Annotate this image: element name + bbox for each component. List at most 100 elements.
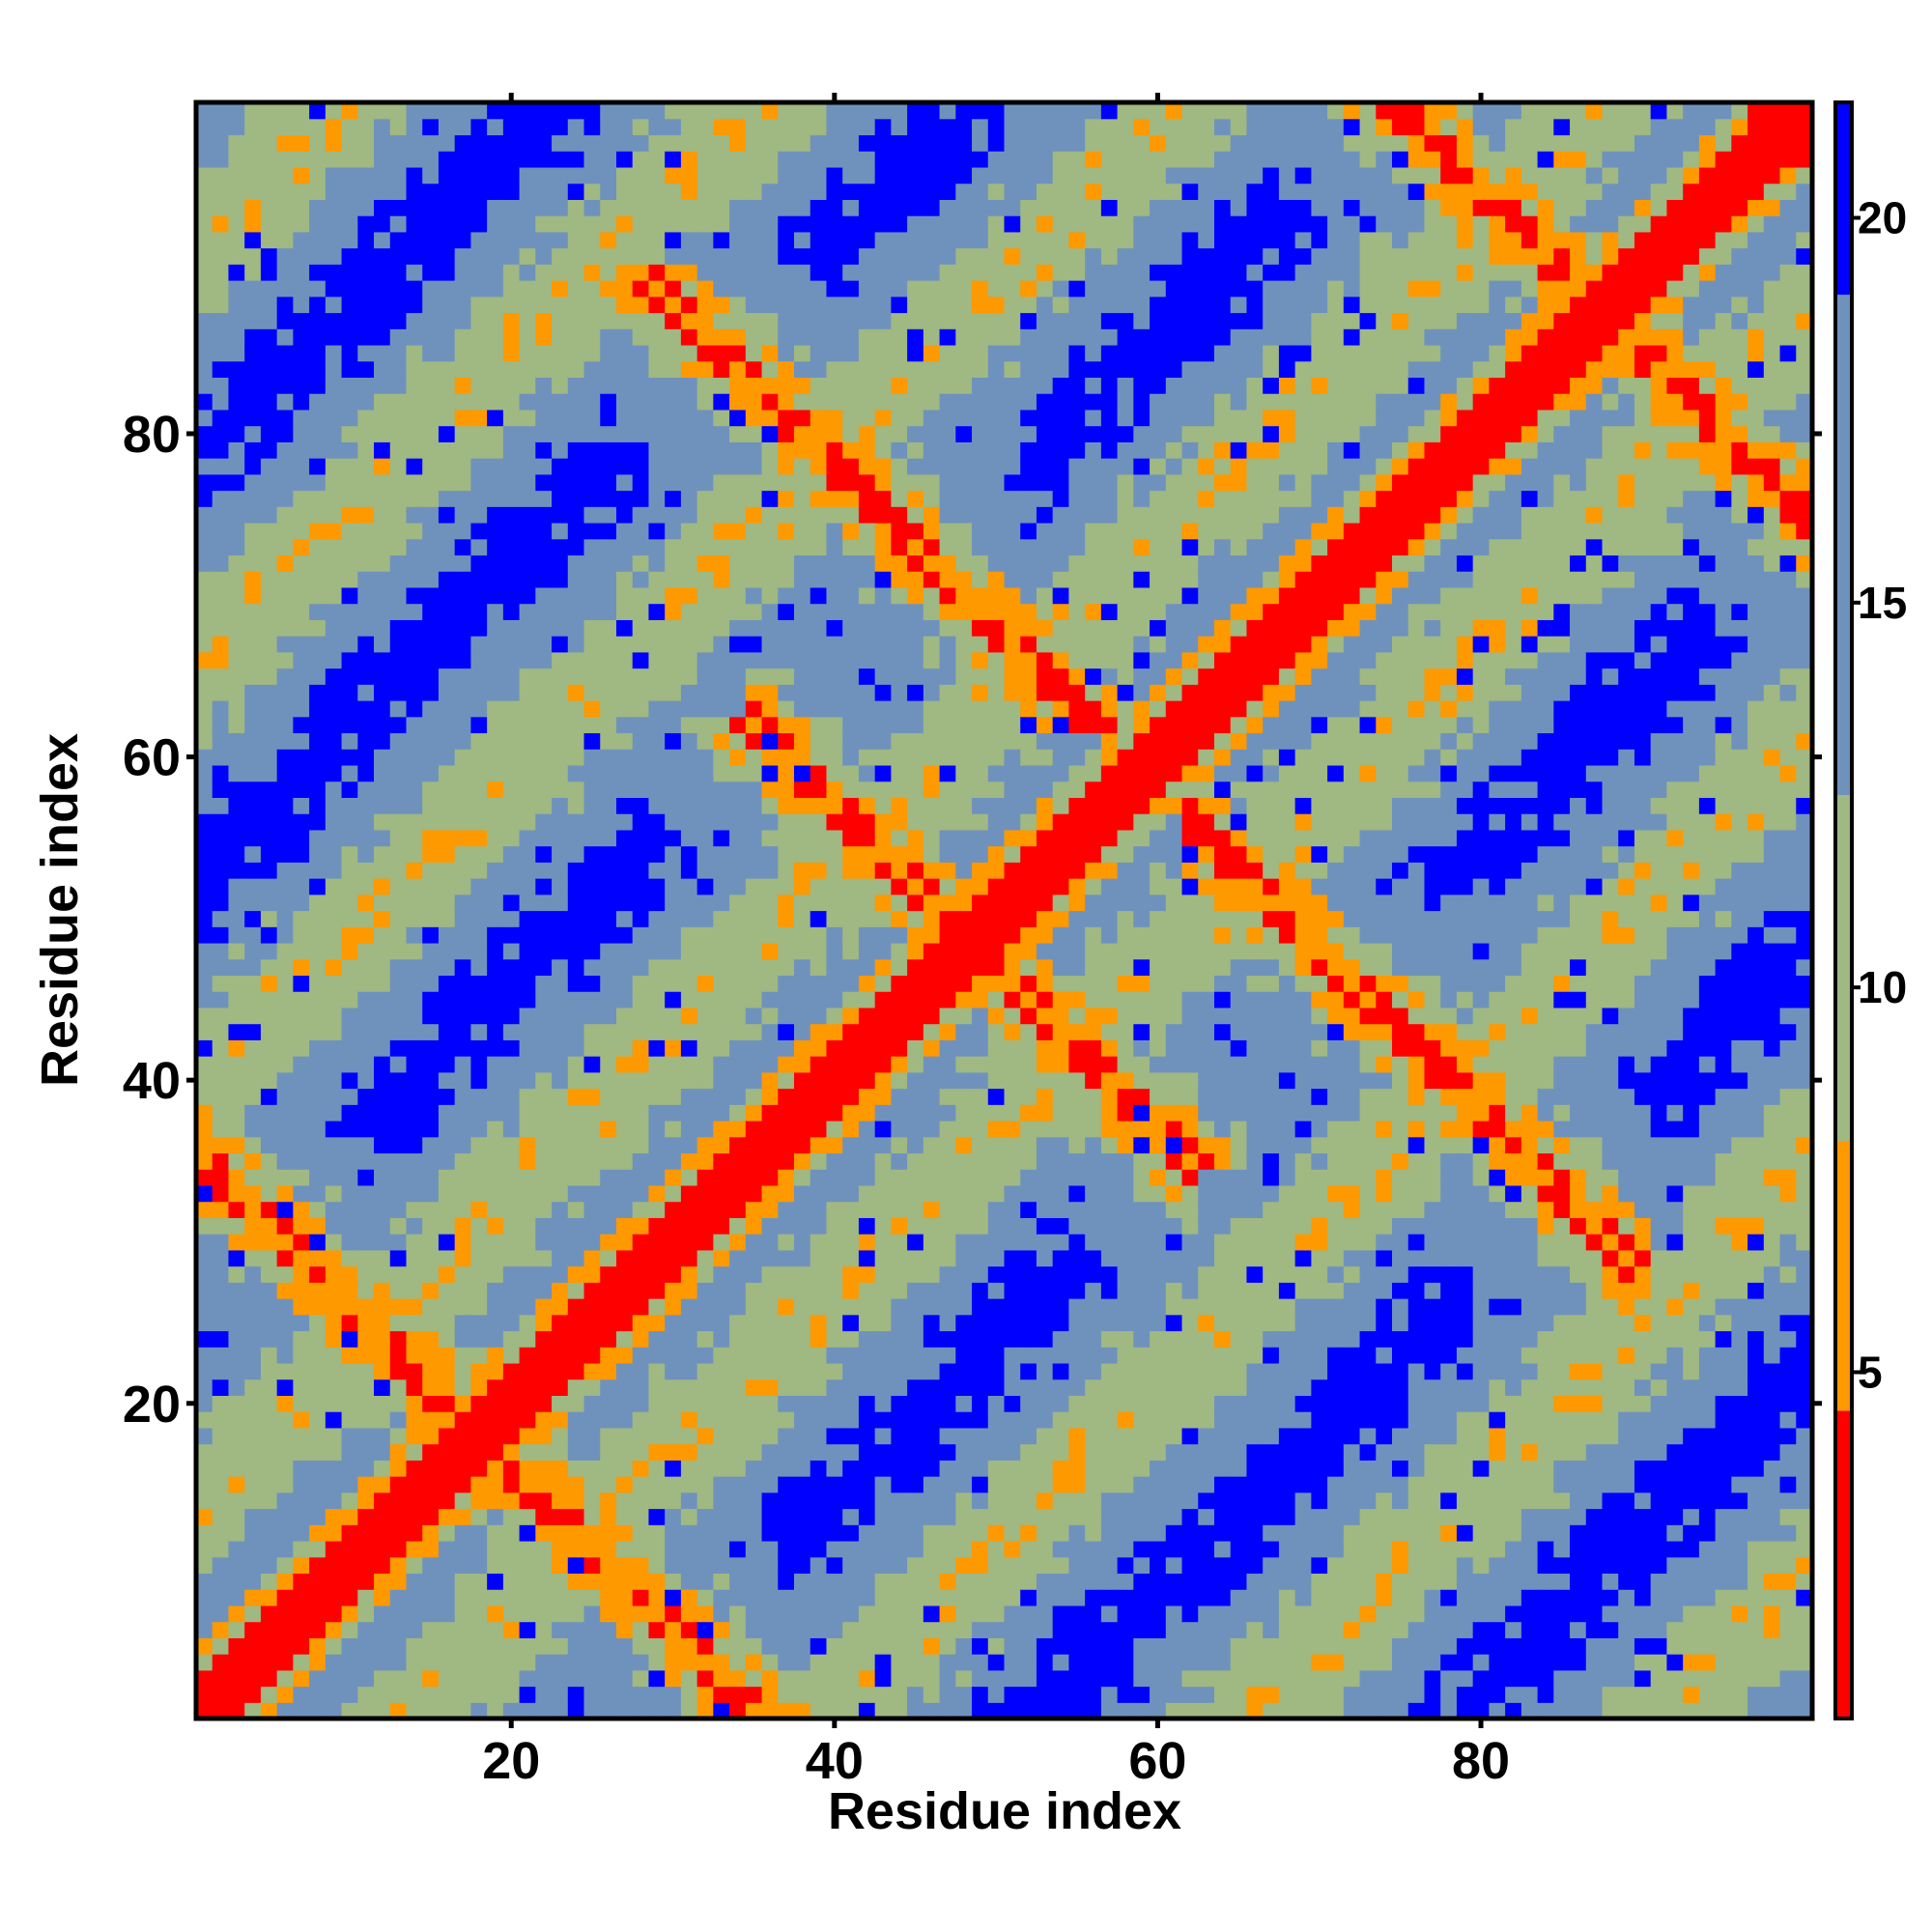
heatmap-cell (696, 231, 714, 249)
heatmap-cell (519, 586, 536, 605)
heatmap-cell (309, 1249, 327, 1267)
heatmap-cell (357, 1702, 375, 1719)
heatmap-cell (244, 603, 262, 620)
heatmap-cell (972, 1314, 989, 1332)
heatmap-cell (858, 1637, 876, 1655)
heatmap-cell (519, 1460, 536, 1477)
heatmap-cell (567, 377, 585, 394)
heatmap-cell (341, 280, 358, 298)
heatmap-cell (196, 1637, 213, 1655)
heatmap-cell (987, 1088, 1006, 1105)
heatmap-cell (729, 328, 747, 346)
heatmap-cell (228, 1378, 245, 1396)
heatmap-cell (907, 538, 924, 556)
heatmap-cell (842, 991, 860, 1009)
heatmap-cell (228, 878, 245, 895)
heatmap-cell (874, 134, 892, 152)
heatmap-cell (293, 344, 310, 362)
heatmap-cell (680, 1056, 698, 1073)
heatmap-cell (648, 247, 666, 265)
heatmap-cell (615, 910, 634, 927)
heatmap-cell (696, 1573, 714, 1590)
heatmap-cell (729, 845, 747, 863)
heatmap-cell (212, 522, 230, 540)
heatmap-cell (487, 991, 504, 1009)
heatmap-cell (406, 1169, 423, 1186)
heatmap-cell (615, 1362, 634, 1380)
heatmap-cell (519, 183, 536, 200)
heatmap-cell (939, 1104, 956, 1122)
heatmap-cell (939, 1249, 956, 1267)
heatmap-cell (422, 619, 440, 637)
heatmap-cell (632, 651, 650, 669)
heatmap-cell (454, 1460, 472, 1477)
heatmap-cell (535, 1282, 553, 1299)
heatmap-cell (389, 586, 408, 605)
heatmap-cell (519, 166, 536, 185)
heatmap-cell (244, 296, 262, 314)
heatmap-cell (276, 764, 294, 782)
heatmap-cell (810, 1540, 828, 1558)
heatmap-cell (858, 1362, 876, 1380)
heatmap-cell (406, 958, 423, 977)
heatmap-cell (502, 1234, 521, 1251)
heatmap-cell (632, 764, 650, 782)
heatmap-cell (196, 829, 213, 847)
heatmap-cell (325, 183, 343, 200)
heatmap-cell (583, 1476, 601, 1493)
heatmap-cell (535, 458, 553, 475)
heatmap-cell (907, 296, 924, 314)
heatmap-cell (519, 458, 536, 475)
heatmap-cell (276, 151, 294, 168)
heatmap-cell (228, 312, 245, 329)
heatmap-cell (874, 1169, 892, 1186)
heatmap-cell (891, 1637, 908, 1655)
heatmap-cell (615, 409, 634, 427)
heatmap-cell (260, 409, 278, 427)
heatmap-cell (454, 1023, 472, 1040)
heatmap-cell (874, 231, 892, 249)
heatmap-cell (341, 813, 358, 831)
heatmap-cell (341, 1314, 358, 1332)
heatmap-cell (615, 280, 634, 298)
heatmap-cell (519, 377, 536, 394)
heatmap-cell (212, 829, 230, 847)
heatmap-cell (260, 1637, 278, 1655)
heatmap-cell (374, 942, 391, 960)
heatmap-cell (858, 1605, 876, 1623)
heatmap-cell (422, 1314, 440, 1332)
heatmap-cell (939, 1234, 956, 1251)
heatmap-cell (713, 473, 730, 492)
heatmap-cell (567, 1492, 585, 1510)
heatmap-cell (374, 102, 391, 120)
heatmap-cell (794, 425, 811, 442)
heatmap-cell (487, 199, 504, 216)
heatmap-cell (406, 636, 423, 653)
heatmap-cell (907, 1686, 924, 1703)
heatmap-cell (357, 1314, 375, 1332)
heatmap-cell (810, 1669, 828, 1688)
heatmap-cell (745, 1152, 763, 1170)
heatmap-cell (665, 1508, 682, 1525)
heatmap-cell (842, 1298, 860, 1316)
heatmap-cell (600, 1314, 617, 1332)
heatmap-cell (228, 1071, 245, 1090)
heatmap-cell (810, 360, 828, 379)
heatmap-cell (955, 1071, 973, 1090)
heatmap-cell (648, 1234, 666, 1251)
heatmap-cell (196, 700, 213, 718)
heatmap-cell (406, 1136, 423, 1154)
heatmap-cell (552, 1556, 569, 1575)
heatmap-cell (309, 732, 327, 750)
heatmap-cell (406, 377, 423, 394)
heatmap-cell (600, 910, 617, 927)
heatmap-cell (891, 813, 908, 831)
heatmap-cell (422, 1460, 440, 1477)
heatmap-cell (389, 571, 408, 588)
heatmap-cell (923, 231, 941, 249)
heatmap-cell (648, 1039, 666, 1057)
heatmap-cell (696, 845, 714, 863)
heatmap-cell (583, 991, 601, 1009)
heatmap-cell (745, 1136, 763, 1154)
heatmap-cell (874, 1330, 892, 1348)
